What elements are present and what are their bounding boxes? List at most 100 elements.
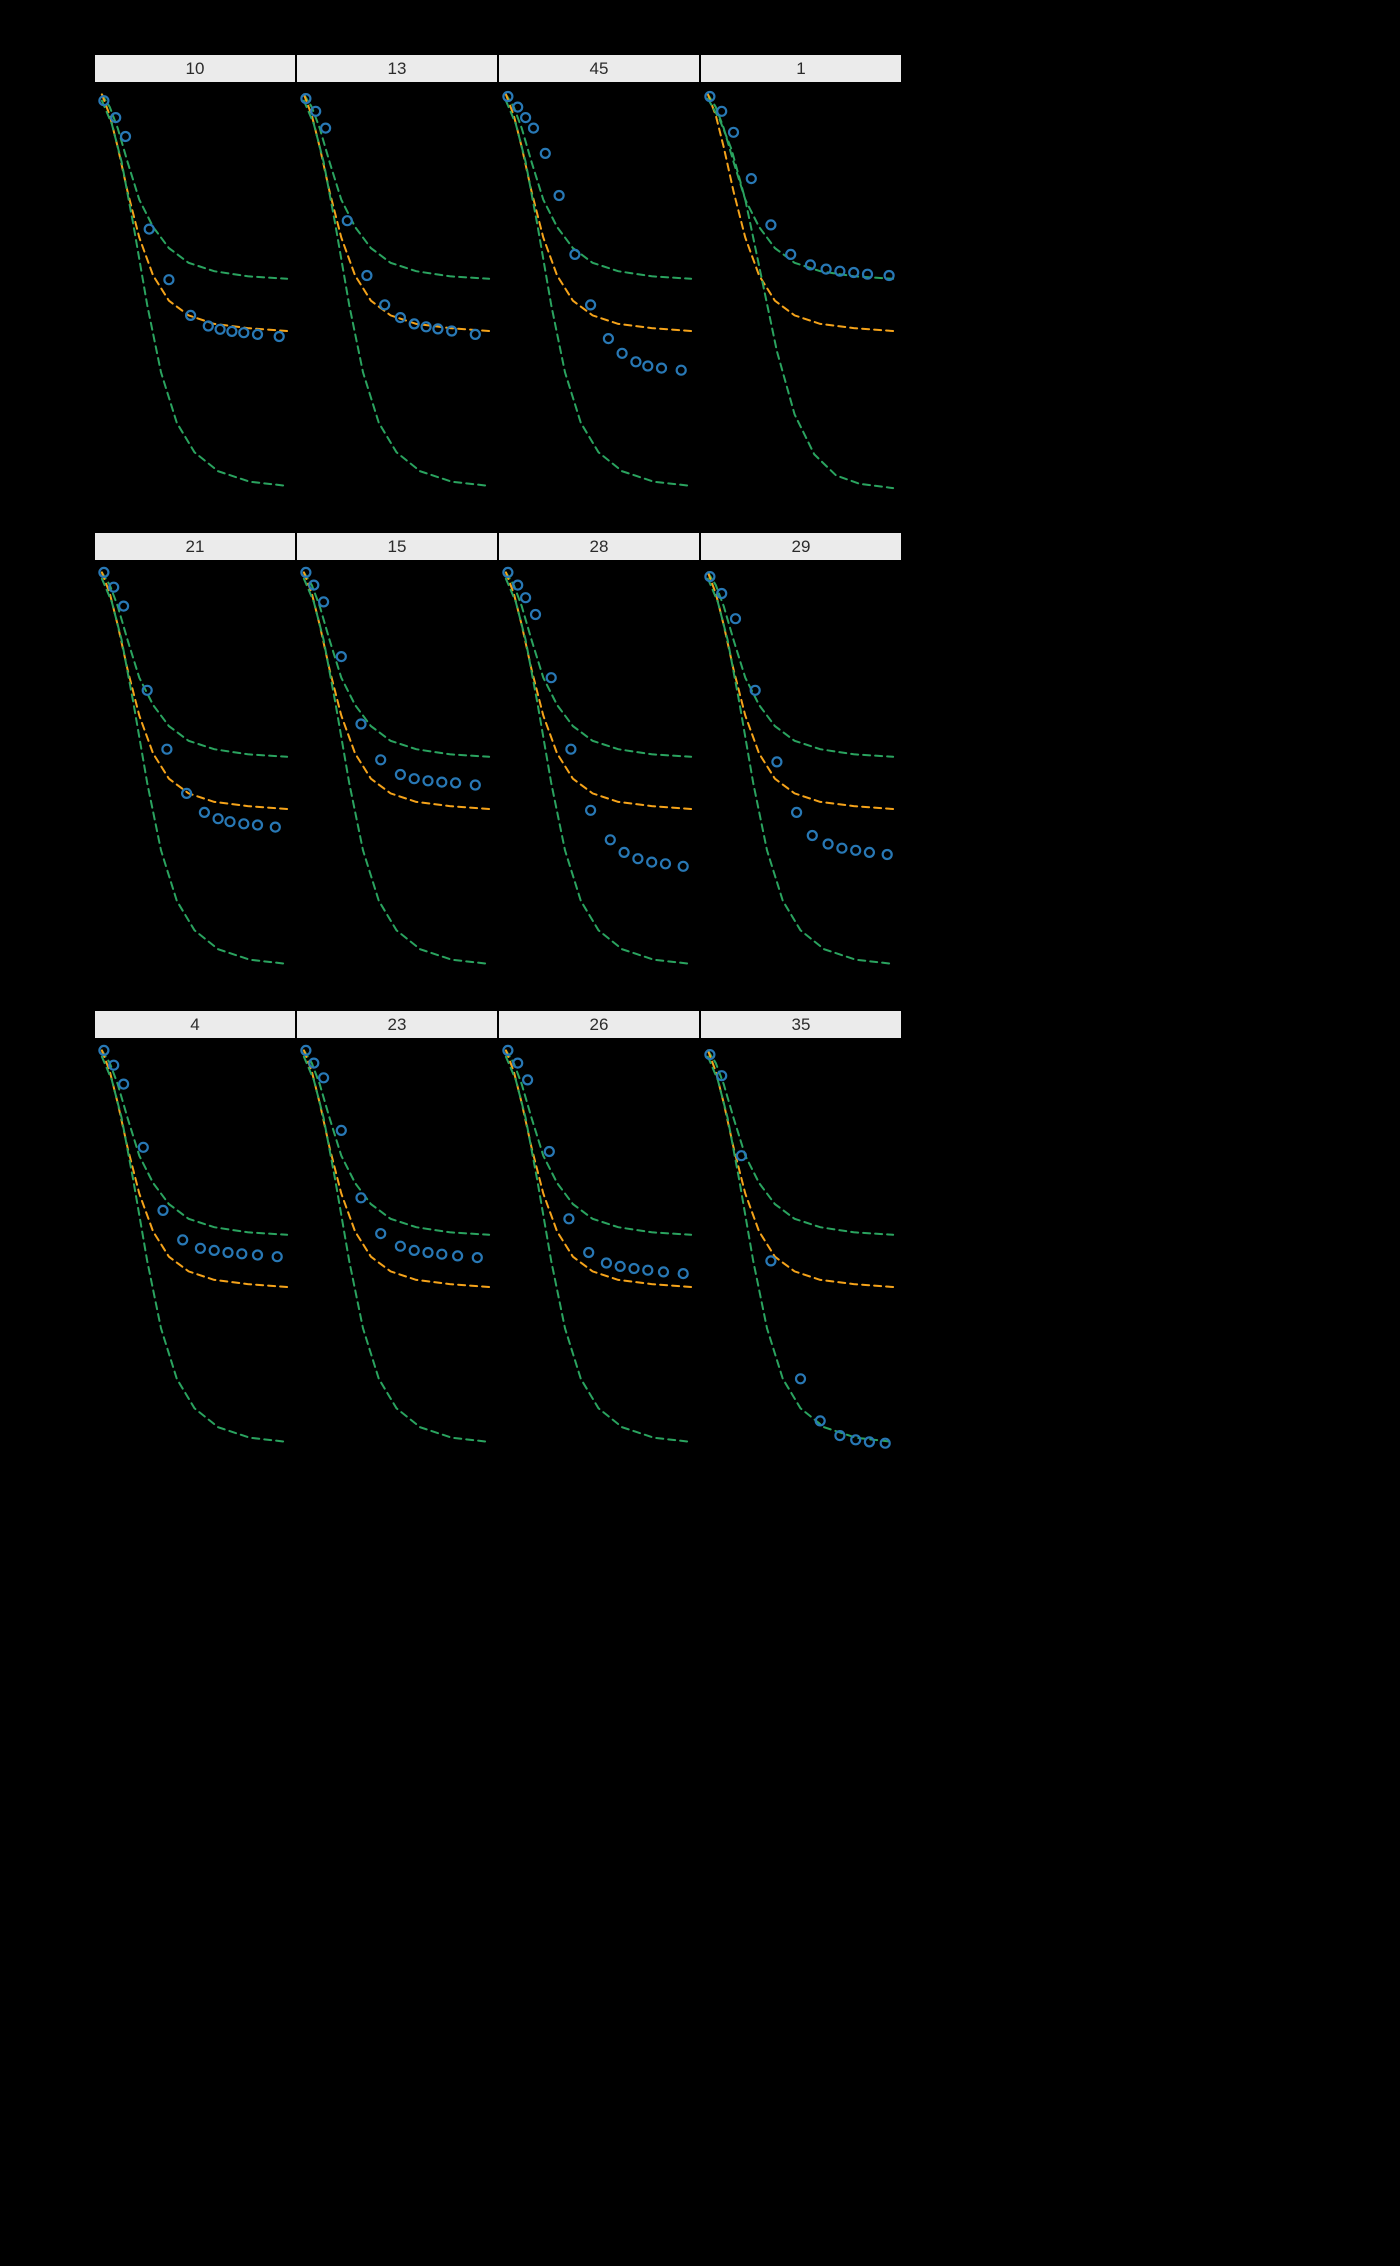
observation-point (375, 1228, 387, 1240)
observation-point (863, 846, 875, 858)
facet-strip: 13 (297, 55, 497, 82)
observation-point (602, 333, 615, 345)
observation-point (224, 816, 236, 828)
observation-point (677, 860, 689, 872)
observation-point (422, 775, 434, 787)
observation-point (543, 1145, 555, 1158)
observation-point (716, 587, 728, 600)
observation-point (375, 754, 387, 766)
observation-point (522, 1074, 534, 1086)
lower-interval-curve (302, 577, 491, 965)
observation-point (735, 1150, 748, 1162)
observation-point (729, 613, 742, 625)
facet-strip: 35 (701, 1011, 901, 1038)
facet-panel-29 (704, 571, 895, 965)
observation-point (177, 1234, 189, 1246)
upper-interval-curve (504, 571, 693, 758)
observation-point (616, 347, 628, 359)
median-curve (504, 1049, 693, 1288)
observation-point (881, 848, 893, 861)
facet-panel-15 (300, 566, 491, 965)
median-curve (100, 1049, 289, 1288)
upper-interval-curve (100, 571, 289, 758)
lower-interval-curve (706, 577, 895, 965)
median-curve (504, 571, 693, 810)
observation-point (341, 215, 353, 227)
observation-point (520, 111, 532, 124)
observation-point (161, 743, 173, 755)
lower-interval-curve (504, 577, 693, 965)
observation-point (236, 1248, 248, 1260)
observation-point (408, 1244, 420, 1256)
observation-point (745, 172, 757, 185)
facet-strip: 10 (95, 55, 295, 82)
facet-label: 13 (387, 59, 407, 78)
observation-point (848, 266, 860, 279)
facet-panel-10 (98, 93, 289, 487)
facet-panel-45 (502, 90, 693, 487)
facet-label: 4 (190, 1015, 200, 1034)
observation-point (300, 566, 312, 578)
observation-point (198, 806, 211, 818)
observation-point (834, 1430, 846, 1442)
observation-point (618, 846, 630, 858)
upper-interval-curve (302, 93, 491, 280)
observation-point (271, 1251, 283, 1263)
observation-point (604, 834, 616, 846)
observation-point (584, 804, 597, 816)
upper-interval-curve (302, 1049, 491, 1236)
observation-point (157, 1204, 169, 1216)
lower-interval-curve (706, 1055, 895, 1443)
observation-point (118, 1078, 130, 1090)
observation-point (379, 299, 391, 311)
observation-point (790, 806, 803, 818)
observation-point (614, 1260, 626, 1272)
observation-point (850, 1434, 862, 1446)
facet-label: 28 (589, 537, 609, 556)
observation-point (137, 1141, 149, 1153)
observation-point (642, 1264, 654, 1276)
observation-point (814, 1415, 826, 1427)
median-curve (302, 93, 491, 332)
observation-point (628, 1262, 640, 1275)
facet-label: 26 (589, 1015, 609, 1034)
facet-panel-35 (704, 1049, 895, 1449)
lower-interval-curve (504, 99, 693, 487)
upper-interval-curve (100, 93, 289, 280)
observation-point (300, 93, 312, 105)
observation-point (446, 325, 458, 337)
observation-point (861, 268, 874, 280)
facet-panel-23 (300, 1044, 491, 1443)
facet-strip: 15 (297, 533, 497, 560)
upper-interval-curve (100, 1049, 289, 1236)
observation-point (642, 360, 654, 372)
lower-interval-curve (100, 577, 289, 965)
observation-point (765, 219, 777, 231)
facet-label: 45 (589, 59, 609, 78)
observation-point (659, 858, 672, 870)
facet-panel-26 (502, 1044, 693, 1443)
facet-label: 23 (387, 1015, 407, 1034)
observation-point (408, 773, 420, 785)
upper-interval-curve (504, 93, 693, 280)
facet-label: 1 (796, 59, 806, 78)
observation-point (569, 248, 581, 260)
observation-point (883, 269, 895, 282)
observation-point (545, 672, 557, 684)
observation-point (118, 600, 130, 612)
observation-point (394, 312, 407, 324)
facet-strip: 4 (95, 1011, 295, 1038)
observation-point (238, 327, 250, 339)
observation-point (394, 768, 407, 781)
lower-interval-curve (504, 1055, 693, 1443)
observation-point (269, 821, 281, 833)
observation-point (450, 777, 462, 789)
observation-point (850, 844, 862, 856)
median-curve (302, 1049, 491, 1288)
observation-point (394, 1240, 407, 1252)
observation-point (226, 325, 238, 337)
median-curve (706, 93, 895, 332)
facet-cell-45: 45 (499, 55, 699, 512)
facet-strip: 45 (499, 55, 699, 82)
lower-interval-curve (302, 1055, 491, 1443)
